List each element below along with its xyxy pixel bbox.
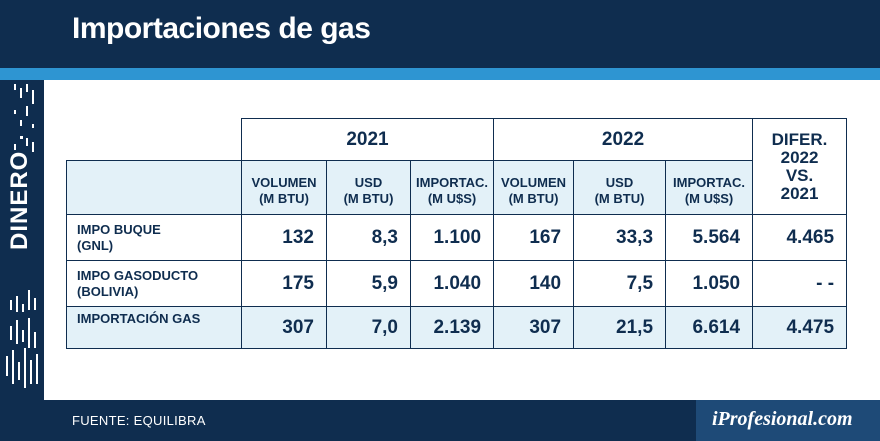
table-cell: 2.139 bbox=[409, 306, 495, 349]
table-cell: 140 bbox=[493, 260, 575, 307]
brand-logo: iProfesional.com bbox=[712, 408, 853, 430]
header-bar: Importaciones de gas bbox=[0, 0, 880, 68]
table-cell: 1.040 bbox=[409, 260, 495, 307]
row-label: IMPO BUQUE (GNL) bbox=[66, 214, 242, 261]
column-header-line: IMPORTAC. bbox=[673, 174, 746, 190]
column-header-unit: (M U$S) bbox=[427, 190, 477, 206]
column-header: IMPORTAC. (M U$S) bbox=[409, 160, 495, 215]
table-cell: 4.465 bbox=[752, 214, 848, 261]
diff-header-line: VS. bbox=[785, 165, 814, 185]
table-row-total: IMPORTACIÓN GAS 307 7,0 2.139 307 21,5 6… bbox=[66, 306, 848, 349]
diff-header-line: 2022 bbox=[780, 147, 819, 167]
brand-box bbox=[696, 400, 880, 441]
row-label-line: IMPO BUQUE bbox=[77, 222, 161, 237]
table-cell: 132 bbox=[241, 214, 327, 261]
table-cell: 175 bbox=[241, 260, 327, 307]
label-column-header bbox=[66, 160, 242, 215]
decorative-ticks bbox=[6, 84, 38, 388]
table-cell: 7,5 bbox=[573, 260, 667, 307]
column-header-line: USD bbox=[605, 174, 634, 190]
page-title: Importaciones de gas bbox=[72, 12, 371, 45]
column-header: IMPORTAC. (M U$S) bbox=[665, 160, 754, 215]
table-cell: 307 bbox=[493, 306, 575, 349]
column-header-line: VOLUMEN bbox=[501, 174, 567, 190]
table-cell: 5,9 bbox=[326, 260, 411, 307]
year-2022-header: 2022 bbox=[493, 118, 754, 161]
table-cell: 33,3 bbox=[573, 214, 667, 261]
difference-header: DIFER. 2022 VS. 2021 bbox=[752, 118, 848, 215]
row-label-line: (BOLIVIA) bbox=[77, 284, 139, 299]
table-cell: 1.050 bbox=[665, 260, 754, 307]
table-cell: 21,5 bbox=[573, 306, 667, 349]
footer-bar: FUENTE: EQUILIBRA iProfesional.com bbox=[0, 400, 880, 441]
column-header: VOLUMEN (M BTU) bbox=[241, 160, 327, 215]
diff-header-line: 2021 bbox=[780, 183, 819, 203]
column-header-line: IMPORTAC. bbox=[416, 174, 488, 190]
table-cell: 6.614 bbox=[665, 306, 754, 349]
imports-table: 2021 2022 DIFER. 2022 VS. 2021 VOLUMEN (M… bbox=[66, 118, 848, 349]
column-header-unit: (M BTU) bbox=[594, 190, 645, 206]
column-header: VOLUMEN (M BTU) bbox=[493, 160, 575, 215]
table-cell: 8,3 bbox=[326, 214, 411, 261]
source-note: FUENTE: EQUILIBRA bbox=[72, 413, 206, 428]
header-stripe bbox=[0, 68, 880, 80]
row-label-line: (GNL) bbox=[77, 238, 114, 253]
table-cell: 5.564 bbox=[665, 214, 754, 261]
table-cell: 307 bbox=[241, 306, 327, 349]
table-cell: - - bbox=[752, 260, 848, 307]
column-header-line: VOLUMEN bbox=[251, 174, 317, 190]
column-header-line: USD bbox=[354, 174, 383, 190]
column-header-unit: (M BTU) bbox=[259, 190, 309, 206]
diff-header-line: DIFER. bbox=[771, 129, 828, 149]
side-banner: DINERO bbox=[0, 80, 44, 400]
column-header-unit: (M BTU) bbox=[343, 190, 394, 206]
table-cell: 1.100 bbox=[409, 214, 495, 261]
table-cell: 167 bbox=[493, 214, 575, 261]
row-label-line: IMPO GASODUCTO bbox=[77, 268, 199, 283]
table-cell: 7,0 bbox=[326, 306, 411, 349]
table-row: IMPO BUQUE (GNL) 132 8,3 1.100 167 33,3 5… bbox=[66, 214, 848, 261]
column-header-unit: (M BTU) bbox=[508, 190, 559, 206]
imports-table-container: 2021 2022 DIFER. 2022 VS. 2021 VOLUMEN (M… bbox=[66, 118, 848, 356]
table-cell: 4.475 bbox=[752, 306, 848, 349]
side-label: DINERO bbox=[6, 150, 33, 250]
empty-corner bbox=[66, 118, 242, 161]
column-header-unit: (M U$S) bbox=[684, 190, 734, 206]
table-row: IMPO GASODUCTO (BOLIVIA) 175 5,9 1.040 14… bbox=[66, 260, 848, 307]
year-2021-header: 2021 bbox=[240, 118, 495, 161]
row-label-line: IMPORTACIÓN GAS bbox=[77, 311, 201, 326]
column-header: USD (M BTU) bbox=[573, 160, 667, 215]
row-label: IMPO GASODUCTO (BOLIVIA) bbox=[66, 260, 242, 307]
row-label: IMPORTACIÓN GAS bbox=[66, 306, 242, 349]
column-header: USD (M BTU) bbox=[326, 160, 411, 215]
